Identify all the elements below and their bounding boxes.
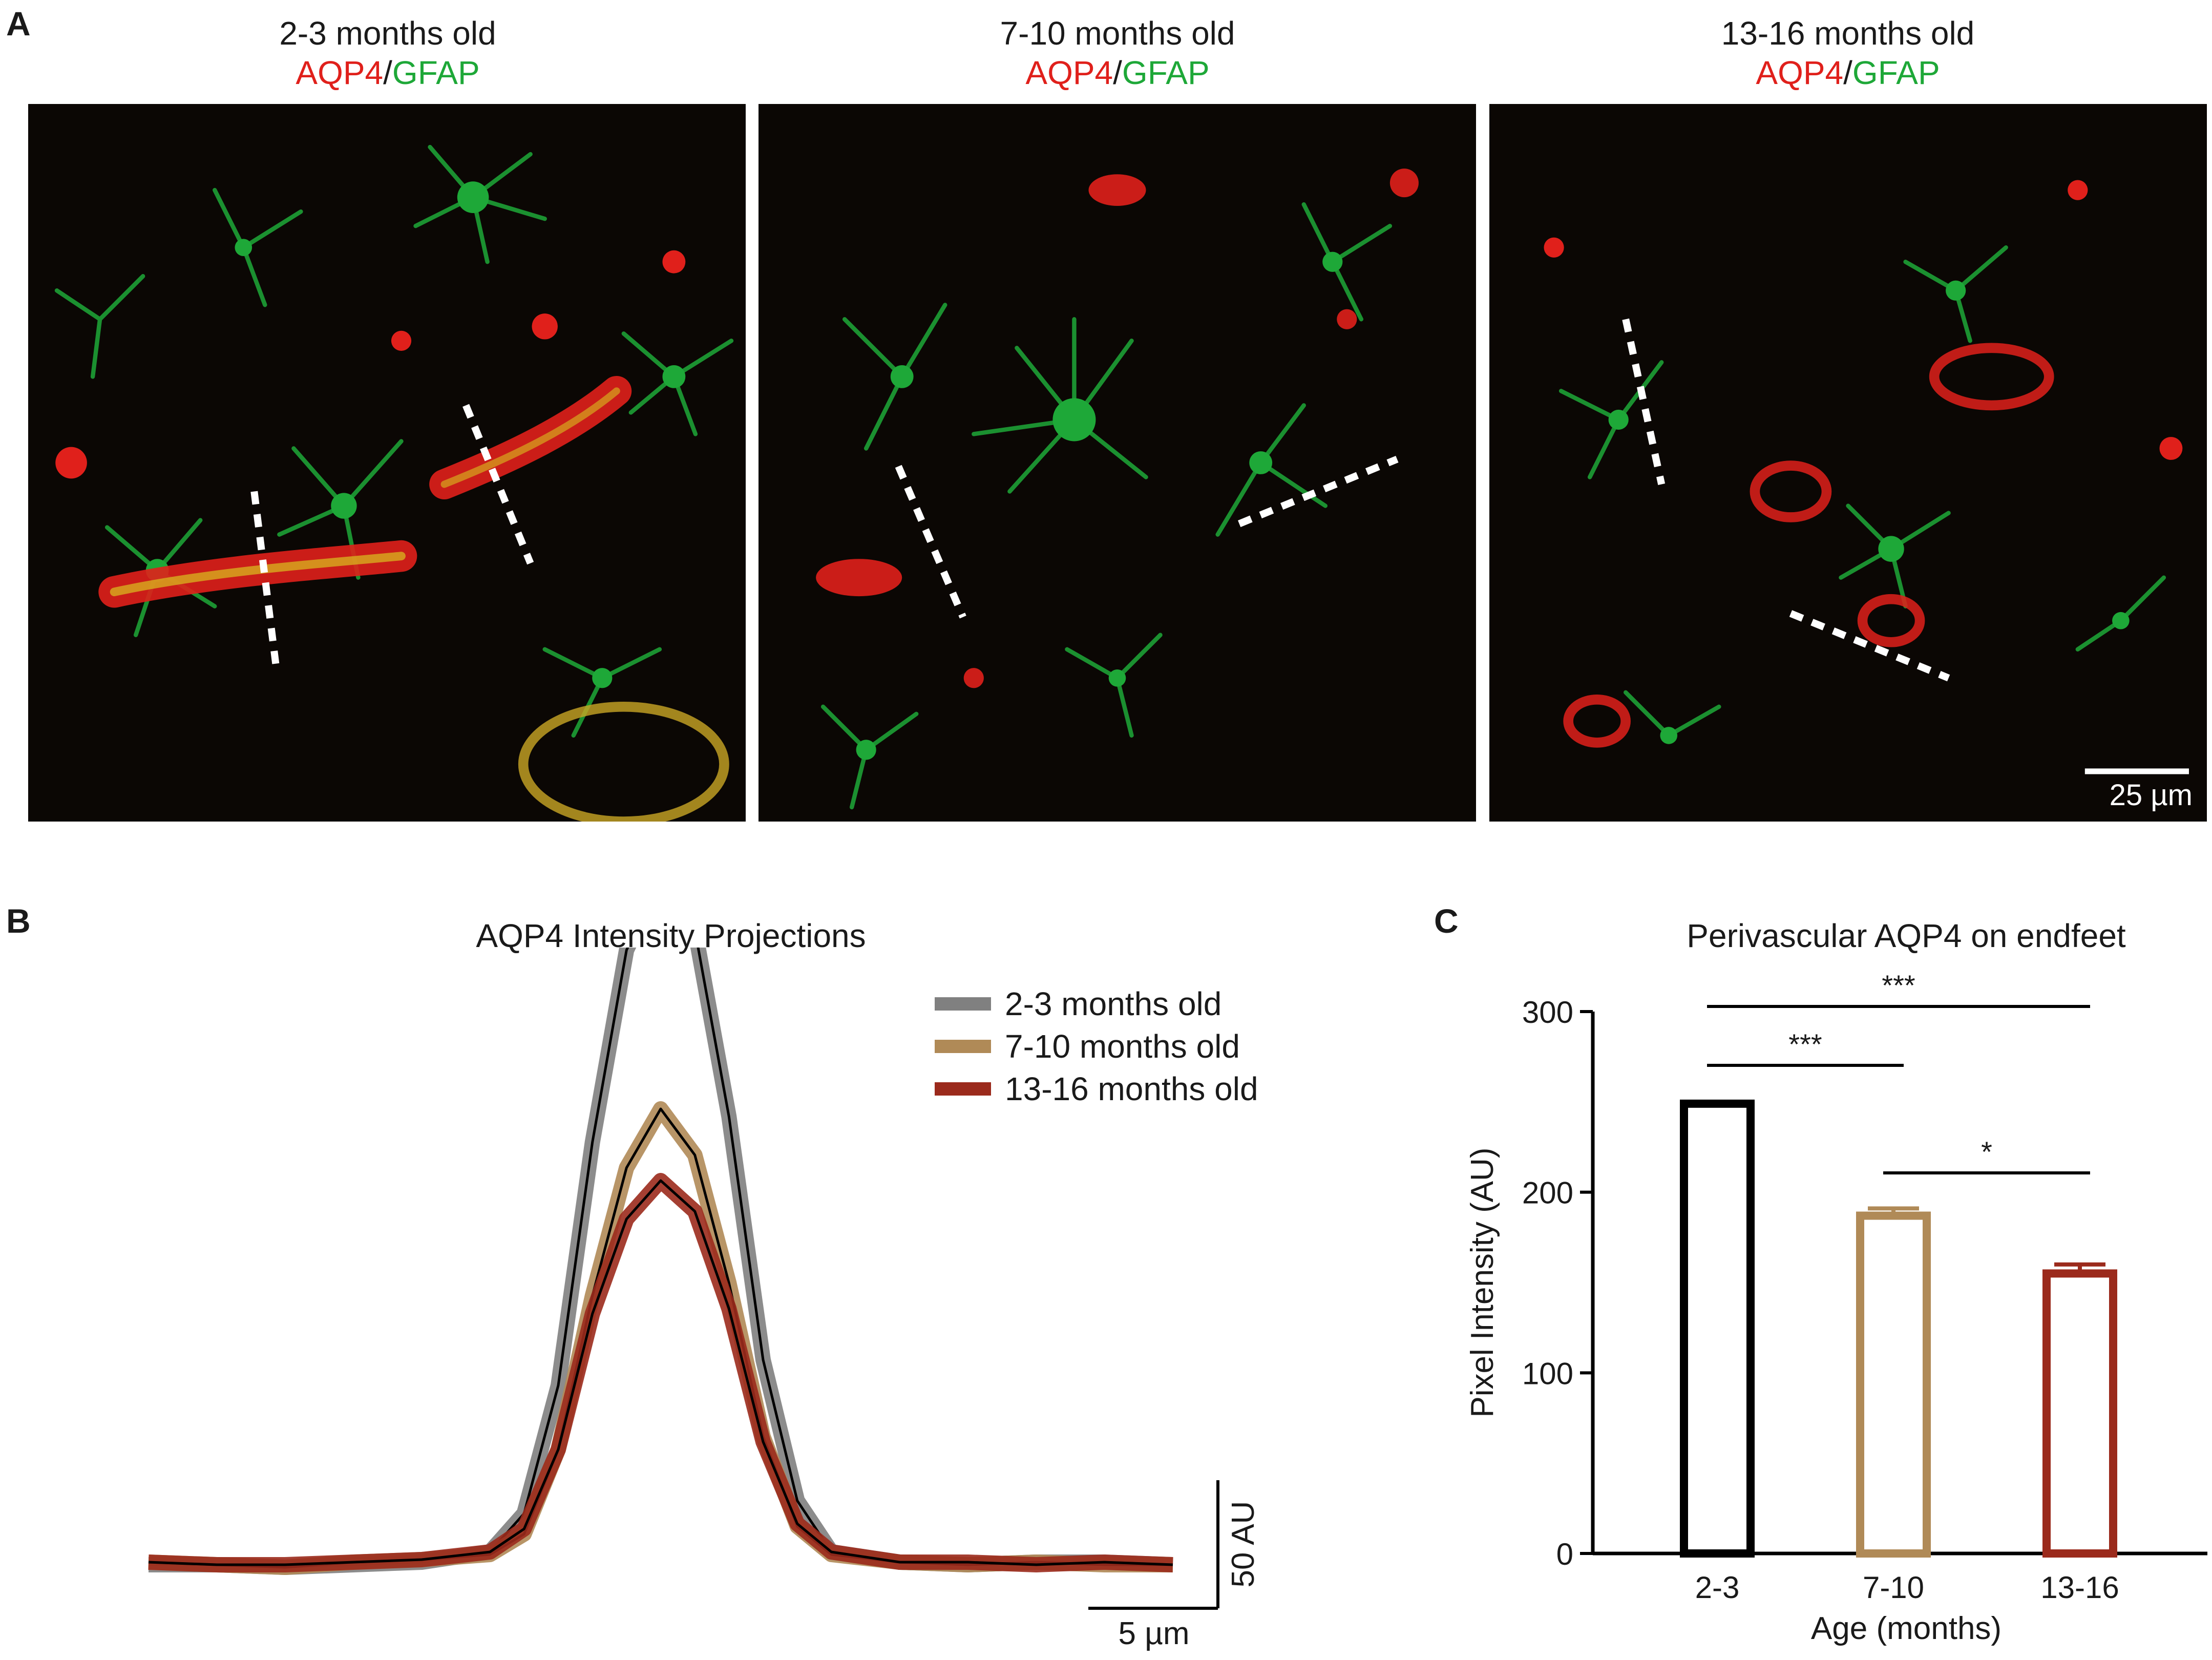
significance-label-3: * — [1981, 1136, 1992, 1168]
scale-bar-x-label: 5 µm — [1118, 1616, 1189, 1651]
panel-label-a: A — [6, 5, 31, 43]
image-3-aqp4-label: AQP4 — [1756, 54, 1844, 91]
bar-7-10 — [1856, 1211, 1931, 1558]
micrograph-7-10-months — [759, 104, 1476, 822]
legend-label-3: 13-16 months old — [1005, 1070, 1258, 1107]
image-1-aqp4-label: AQP4 — [296, 54, 384, 91]
significance-label-2: *** — [1788, 1028, 1822, 1060]
scale-bar-label: 25 µm — [2109, 779, 2193, 812]
image-2-age-label: 7-10 months old — [1000, 15, 1235, 52]
chart-b-title: AQP4 Intensity Projections — [476, 917, 866, 954]
image-3-age-label: 13-16 months old — [1721, 15, 1975, 52]
legend-label-1: 2-3 months old — [1005, 985, 1221, 1022]
chart-b-plot: 2-3 months old 7-10 months old 13-16 month… — [148, 948, 1261, 1651]
chart-c-ylabel: Pixel Intensity (AU) — [1465, 1147, 1500, 1417]
bar-2-3 — [1680, 1099, 1755, 1558]
image-2-gfap-label: GFAP — [1122, 54, 1210, 91]
image-1-stain-label: AQP4/GFAP — [296, 54, 479, 92]
image-3-gfap-label: GFAP — [1852, 54, 1940, 91]
image-2-separator: / — [1113, 54, 1122, 91]
panel-label-b: B — [6, 902, 31, 940]
x-tick-label-13-16: 13-16 — [2040, 1570, 2119, 1605]
y-tick-label-100: 100 — [1522, 1356, 1573, 1391]
series-line-3 — [148, 1179, 1173, 1566]
chart-c-xlabel: Age (months) — [1811, 1611, 2002, 1646]
image-3-stain-label: AQP4/GFAP — [1756, 54, 1940, 92]
chart-c-title: Perivascular AQP4 on endfeet — [1687, 917, 2126, 954]
x-tick-label-7-10: 7-10 — [1863, 1570, 1924, 1605]
panel-label-c: C — [1434, 902, 1459, 940]
image-1-age-label: 2-3 months old — [279, 15, 496, 52]
image-3-separator: / — [1843, 54, 1852, 91]
series-band-3 — [148, 1173, 1173, 1572]
scale-bar-y-label: 50 AU — [1226, 1501, 1261, 1588]
micrograph-13-16-months: 25 µm — [1489, 104, 2207, 822]
bar-13-16 — [2042, 1269, 2117, 1558]
legend-label-2: 7-10 months old — [1005, 1028, 1240, 1065]
y-tick-label-200: 200 — [1522, 1176, 1573, 1210]
x-tick-label-2-3: 2-3 — [1695, 1570, 1740, 1605]
image-1-gfap-label: GFAP — [392, 54, 480, 91]
y-tick-label-300: 300 — [1522, 995, 1573, 1029]
micrograph-2-3-months — [28, 104, 746, 822]
image-1-separator: / — [383, 54, 392, 91]
significance-label-1: *** — [1882, 969, 1915, 1001]
image-2-stain-label: AQP4/GFAP — [1025, 54, 1209, 92]
y-tick-label-0: 0 — [1556, 1537, 1573, 1571]
image-2-aqp4-label: AQP4 — [1025, 54, 1113, 91]
